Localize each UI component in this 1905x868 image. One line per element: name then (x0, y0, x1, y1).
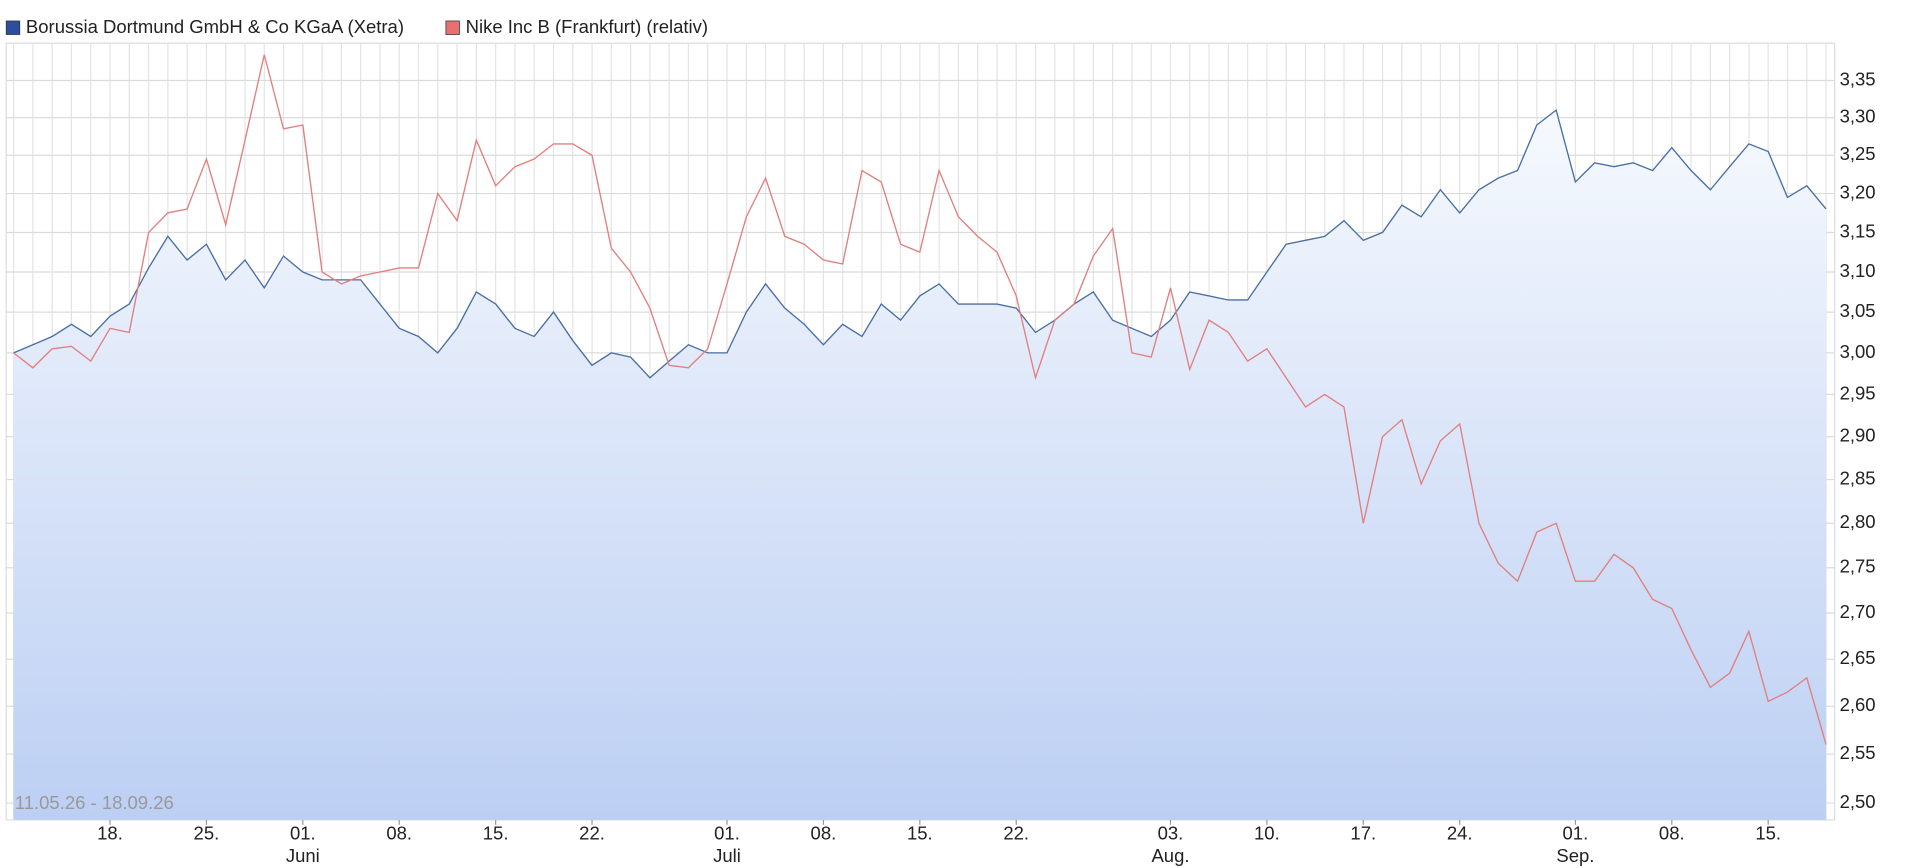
y-tick-label: 2,70 (1840, 601, 1876, 622)
y-tick-label: 2,80 (1840, 511, 1876, 532)
y-tick-label: 3,05 (1840, 300, 1876, 321)
x-tick-label: 08. (1659, 823, 1685, 844)
y-tick-label: 3,25 (1840, 143, 1876, 164)
month-label: Juni (286, 845, 320, 866)
y-tick-label: 2,95 (1840, 382, 1876, 403)
x-tick-label: 01. (1563, 823, 1589, 844)
legend-swatch (445, 20, 460, 35)
x-tick-label: 08. (386, 823, 412, 844)
month-label: Aug. (1151, 845, 1189, 866)
line (13, 108, 1827, 379)
x-tick-label: 18. (97, 823, 123, 844)
month-label: Sep. (1556, 845, 1594, 866)
x-tick-label: 24. (1447, 823, 1473, 844)
month-label: Juli (713, 845, 741, 866)
x-tick-label: 15. (1755, 823, 1781, 844)
y-tick-label: 2,60 (1840, 694, 1876, 715)
x-tick-label: 15. (483, 823, 509, 844)
y-tick-label: 2,50 (1840, 791, 1876, 812)
y-tick-label: 3,20 (1840, 181, 1876, 202)
y-tick-label: 2,55 (1840, 742, 1876, 763)
y-tick-label: 3,00 (1840, 341, 1876, 362)
x-tick-label: 08. (811, 823, 837, 844)
x-tick-label: 22. (1003, 823, 1029, 844)
line (13, 54, 1827, 745)
date-range: 11.05.26 - 18.09.26 (15, 792, 174, 813)
y-tick-label: 3,30 (1840, 105, 1876, 126)
x-tick-label: 17. (1350, 823, 1376, 844)
y-tick-label: 2,65 (1840, 647, 1876, 668)
y-tick-label: 3,35 (1840, 68, 1876, 89)
y-tick-label: 2,90 (1840, 425, 1876, 446)
y-tick-label: 3,15 (1840, 220, 1876, 241)
legend-swatch (5, 20, 21, 35)
x-tick-label: 15. (907, 823, 933, 844)
y-tick-label: 3,10 (1840, 260, 1876, 281)
area (13, 110, 1827, 820)
x-tick-label: 22. (579, 823, 605, 844)
x-tick-label: 10. (1254, 823, 1280, 844)
legend: Borussia Dortmund GmbH & Co KGaA (Xetra)… (5, 16, 708, 37)
y-tick-label: 2,85 (1840, 467, 1876, 488)
x-tick-label: 01. (290, 823, 316, 844)
legend-label: Borussia Dortmund GmbH & Co KGaA (Xetra) (26, 16, 404, 37)
legend-label: Nike Inc B (Frankfurt) (relativ) (466, 16, 708, 37)
x-tick-label: 03. (1158, 823, 1184, 844)
y-tick-label: 2,75 (1840, 556, 1876, 577)
x-tick-label: 25. (194, 823, 220, 844)
plot-area (13, 54, 1827, 820)
x-tick-label: 01. (714, 823, 740, 844)
